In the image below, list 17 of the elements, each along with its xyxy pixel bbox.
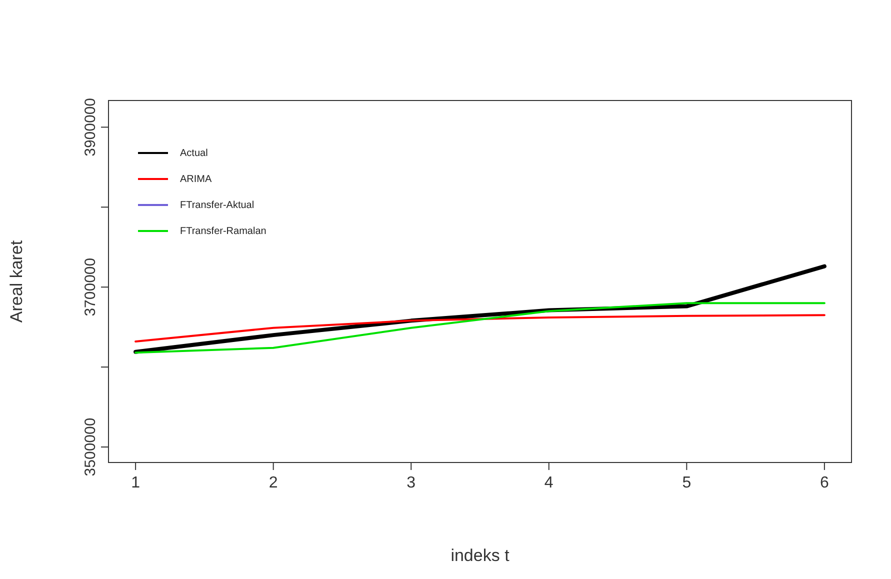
legend-label: ARIMA [180,174,212,184]
x-tick-label: 1 [131,474,140,492]
x-tick-label: 5 [682,474,692,492]
line-series [134,314,826,342]
y-tick-label: 3900000 [82,98,99,156]
y-tick-label: 3700000 [82,258,99,316]
y-axis-title: Areal karet [7,240,26,323]
legend-label: FTransfer-Aktual [180,200,254,210]
line-series [134,302,826,354]
x-tick-label: 3 [406,474,416,492]
x-tick-label: 2 [268,474,278,492]
x-axis-title: indeks t [450,546,510,565]
legend-label: Actual [180,148,208,158]
y-tick-label: 3500000 [82,418,99,476]
legend-label: FTransfer-Ramalan [180,226,266,236]
x-tick-label: 4 [544,474,554,492]
x-tick-label: 6 [820,474,829,492]
